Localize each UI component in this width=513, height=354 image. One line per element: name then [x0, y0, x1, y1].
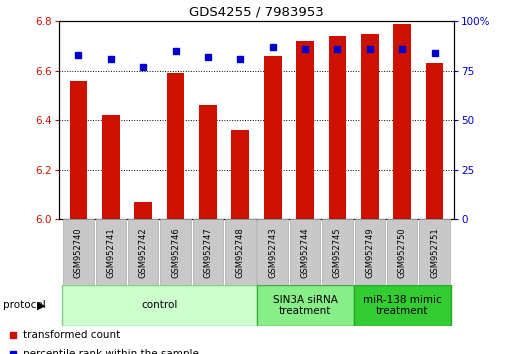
Bar: [102, 115, 120, 219]
Bar: [419, 219, 450, 285]
Bar: [354, 219, 385, 285]
Bar: [199, 105, 217, 219]
Bar: [95, 219, 126, 285]
Bar: [264, 56, 282, 219]
Bar: [426, 63, 443, 219]
Text: GSM952743: GSM952743: [268, 227, 277, 278]
Bar: [387, 219, 418, 285]
Bar: [128, 219, 159, 285]
Text: percentile rank within the sample: percentile rank within the sample: [23, 349, 199, 354]
Bar: [328, 36, 346, 219]
Text: GSM952749: GSM952749: [365, 227, 374, 278]
Bar: [258, 219, 288, 285]
Bar: [70, 81, 87, 219]
Bar: [361, 34, 379, 219]
Text: GSM952750: GSM952750: [398, 227, 407, 278]
Text: GSM952747: GSM952747: [204, 227, 212, 278]
Bar: [225, 219, 255, 285]
Text: GSM952741: GSM952741: [106, 227, 115, 278]
Title: GDS4255 / 7983953: GDS4255 / 7983953: [189, 6, 324, 19]
Bar: [134, 202, 152, 219]
Text: control: control: [141, 300, 177, 310]
Bar: [231, 130, 249, 219]
Text: protocol: protocol: [3, 300, 45, 310]
Bar: [161, 219, 191, 285]
Bar: [167, 73, 185, 219]
Text: GSM952744: GSM952744: [301, 227, 309, 278]
Text: ▶: ▶: [37, 300, 46, 310]
Text: GSM952751: GSM952751: [430, 227, 439, 278]
Text: miR-138 mimic
treatment: miR-138 mimic treatment: [363, 295, 442, 316]
Bar: [296, 41, 314, 219]
Text: GSM952748: GSM952748: [236, 227, 245, 278]
Bar: [63, 219, 94, 285]
Text: GSM952746: GSM952746: [171, 227, 180, 278]
Bar: [393, 24, 411, 219]
Text: GSM952742: GSM952742: [139, 227, 148, 278]
Bar: [290, 219, 320, 285]
Bar: [353, 285, 451, 326]
Text: GSM952740: GSM952740: [74, 227, 83, 278]
Text: SIN3A siRNA
treatment: SIN3A siRNA treatment: [272, 295, 338, 316]
Text: GSM952745: GSM952745: [333, 227, 342, 278]
Text: transformed count: transformed count: [23, 330, 120, 340]
Bar: [256, 285, 353, 326]
Bar: [62, 285, 256, 326]
Bar: [322, 219, 352, 285]
Bar: [193, 219, 223, 285]
